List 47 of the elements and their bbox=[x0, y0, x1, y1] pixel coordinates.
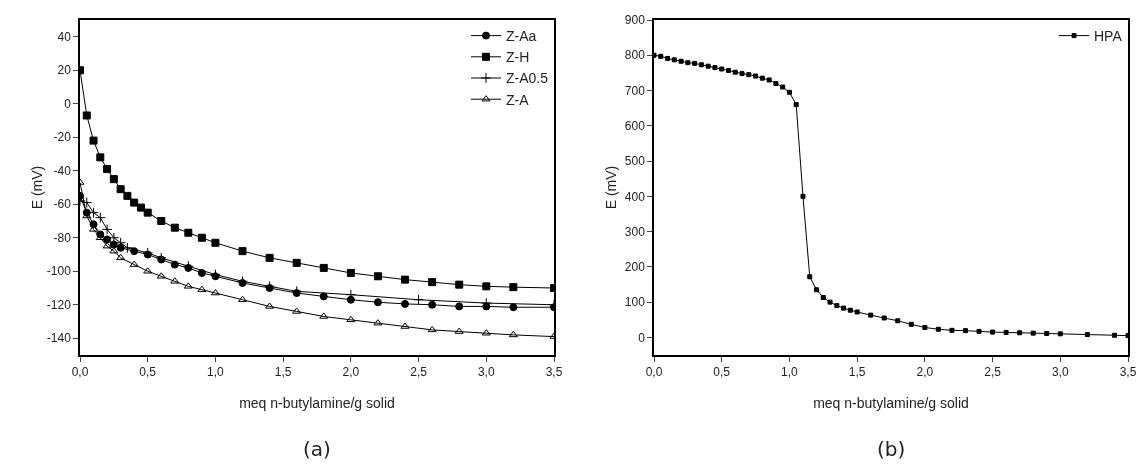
x-tick-label: 0,0 bbox=[645, 365, 663, 380]
x-tick-label: 0,5 bbox=[713, 365, 731, 380]
text: (a) bbox=[303, 437, 331, 461]
legend-label: Z-A0.5 bbox=[506, 70, 549, 87]
legend-label: Z-A bbox=[506, 91, 530, 108]
y-tick-label: -20 bbox=[53, 130, 72, 145]
x-axis-title: meq n-butylamine/g solid bbox=[239, 394, 395, 411]
y-tick-label: 800 bbox=[624, 48, 646, 63]
y-tick-label: -120 bbox=[46, 297, 72, 312]
y-tick-label: 40 bbox=[57, 29, 72, 44]
x-tick-label: 1,0 bbox=[207, 365, 225, 380]
x-tick-label: 0,0 bbox=[71, 365, 89, 380]
x-tick-label: 3,0 bbox=[1051, 365, 1069, 380]
legend-label: Z-Aa bbox=[506, 28, 537, 45]
y-tick-label: -60 bbox=[53, 197, 72, 212]
y-axis-title: E (mV) bbox=[602, 165, 619, 210]
x-axis-title: meq n-butylamine/g solid bbox=[813, 394, 969, 411]
x-tick-label: 2,5 bbox=[410, 365, 428, 380]
y-tick-label: -80 bbox=[53, 230, 72, 245]
y-tick-label: -40 bbox=[53, 163, 72, 178]
y-tick-label: 900 bbox=[624, 13, 646, 28]
x-tick-label: 3,5 bbox=[1119, 365, 1137, 380]
y-tick-label: 300 bbox=[624, 224, 646, 239]
text: (b) bbox=[877, 437, 906, 461]
x-tick-label: 1,5 bbox=[848, 365, 866, 380]
y-tick-label: 20 bbox=[57, 63, 72, 78]
y-tick-label: 600 bbox=[624, 118, 646, 133]
y-tick-label: 0 bbox=[64, 96, 72, 111]
legend-label: HPA bbox=[1094, 28, 1123, 45]
y-tick-label: 500 bbox=[624, 154, 646, 169]
y-tick-label: 0 bbox=[638, 330, 646, 345]
y-tick-label: 400 bbox=[624, 189, 646, 204]
y-tick-label: -140 bbox=[46, 331, 72, 346]
y-tick-label: -100 bbox=[46, 264, 72, 279]
x-tick-label: 2,5 bbox=[984, 365, 1002, 380]
x-tick-label: 1,5 bbox=[274, 365, 292, 380]
x-tick-label: 2,0 bbox=[342, 365, 360, 380]
y-tick-label: 700 bbox=[624, 83, 646, 98]
legend-label: Z-H bbox=[506, 49, 530, 66]
x-tick-label: 1,0 bbox=[781, 365, 799, 380]
x-tick-label: 2,0 bbox=[916, 365, 934, 380]
y-axis-title: E (mV) bbox=[28, 165, 45, 210]
x-tick-label: 0,5 bbox=[139, 365, 157, 380]
x-tick-label: 3,5 bbox=[545, 365, 563, 380]
y-tick-label: 200 bbox=[624, 260, 646, 275]
x-tick-label: 3,0 bbox=[477, 365, 495, 380]
y-tick-label: 100 bbox=[624, 295, 646, 310]
